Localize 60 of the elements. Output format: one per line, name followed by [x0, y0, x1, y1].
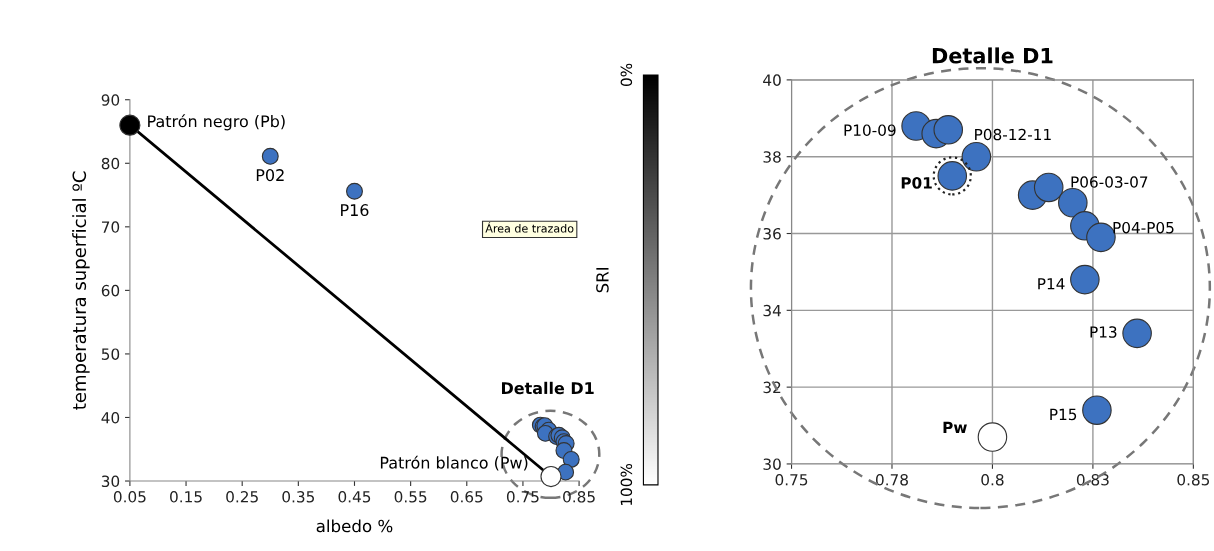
y-tick-label: 50 [101, 348, 120, 360]
point [1082, 395, 1112, 425]
annotation: P10-09 [844, 124, 896, 136]
color-bar-title: SRI [596, 268, 609, 293]
point [961, 141, 992, 172]
point [1122, 318, 1152, 349]
x-tick-label: 0.55 [394, 491, 427, 503]
point [346, 182, 363, 200]
color-bar-label: 0% [620, 63, 633, 87]
point [933, 115, 964, 145]
annotation: Pw [943, 421, 967, 433]
point [119, 114, 141, 136]
point [1033, 172, 1064, 203]
x-tick-label: 0.25 [226, 491, 258, 503]
x-tick-label: 0.05 [113, 491, 146, 503]
annotation: Área de trazado [485, 222, 574, 233]
x-tick-label: 0.78 [875, 473, 908, 486]
annotation: P15 [1050, 408, 1077, 421]
chart-title: Detalle D1 [932, 47, 1053, 64]
y-tick-label: 40 [763, 74, 781, 86]
x-tick-label: 0.15 [170, 491, 202, 503]
y-tick-label: 30 [101, 475, 120, 488]
x-tick-label: 0.83 [1076, 473, 1109, 486]
annotation: Patrón negro (Pb) [148, 114, 285, 131]
y-tick-label: 80 [101, 157, 120, 170]
point [261, 147, 279, 165]
y-tick-label: 36 [763, 227, 781, 240]
annotation: P04-P05 [1113, 221, 1174, 234]
annotation: P06-03-07 [1071, 176, 1148, 188]
annotation: Detalle D1 [501, 381, 594, 395]
annotation: Patrón blanco (Pw) [380, 455, 528, 471]
x-tick-label: 0.85 [563, 491, 595, 503]
x-tick-label: 0.45 [338, 491, 371, 503]
x-tick-label: 0.8 [981, 473, 1004, 486]
x-tick-label: 0.75 [775, 473, 808, 486]
y-tick-label: 38 [763, 151, 781, 163]
y-tick-label: 70 [101, 221, 120, 233]
annotation: P02 [256, 169, 284, 182]
annotation: P14 [1038, 278, 1065, 290]
x-tick-label: 0.35 [282, 491, 315, 503]
annotation: P01 [901, 177, 932, 189]
point [1058, 188, 1088, 218]
point [562, 450, 580, 468]
y-tick-label: 30 [763, 458, 781, 470]
y-tick-label: 40 [101, 411, 120, 424]
x-axis-title: albedo % [316, 519, 393, 533]
color-bar-label: 100% [620, 463, 633, 506]
y-axis-title: temperatura superficial ºC [72, 171, 90, 410]
annotation: P13 [1090, 326, 1117, 338]
y-tick-label: 90 [101, 94, 120, 106]
point [1070, 264, 1100, 295]
point [540, 466, 562, 488]
annotation: P16 [341, 204, 369, 217]
annotation: P08-12-11 [975, 128, 1051, 141]
x-tick-label: 0.85 [1177, 473, 1210, 486]
point [977, 422, 1008, 452]
x-tick-label: 0.75 [506, 491, 539, 503]
y-tick-label: 60 [101, 284, 120, 297]
x-tick-label: 0.65 [450, 491, 483, 503]
y-tick-label: 34 [763, 304, 781, 317]
